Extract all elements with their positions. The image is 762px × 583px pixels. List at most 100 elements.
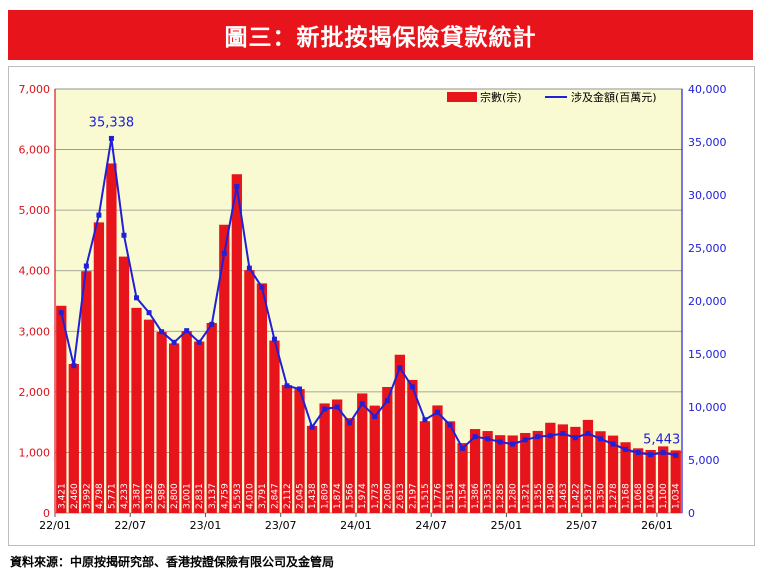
bar-value-label: 5,593 xyxy=(233,483,243,509)
bar-value-label: 2,460 xyxy=(70,483,80,509)
bar-value-label: 1,154 xyxy=(459,483,469,509)
x-axis-tick-label: 25/01 xyxy=(491,519,523,532)
line-point xyxy=(259,284,265,290)
line-point xyxy=(384,398,390,404)
x-axis-tick-label: 23/07 xyxy=(265,519,297,532)
bar-value-label: 2,831 xyxy=(195,483,205,509)
bar xyxy=(344,418,355,513)
bar-value-label: 1,776 xyxy=(433,483,443,509)
bar-value-label: 2,989 xyxy=(158,483,168,509)
bar xyxy=(557,424,569,513)
bar-value-label: 1,280 xyxy=(509,483,519,509)
bar-value-label: 2,112 xyxy=(283,483,293,509)
bar xyxy=(106,163,117,513)
bar xyxy=(495,435,506,513)
bar xyxy=(407,379,418,513)
left-axis-tick-label: 2,000 xyxy=(19,386,51,399)
bar xyxy=(432,405,443,513)
bar xyxy=(419,421,431,513)
bar-value-label: 2,045 xyxy=(296,483,306,509)
bar-value-label: 1,321 xyxy=(521,483,531,509)
right-axis-tick-label: 20,000 xyxy=(688,295,727,308)
line-point xyxy=(347,420,353,426)
left-axis-tick-label: 0 xyxy=(43,507,50,520)
bar-value-label: 1,278 xyxy=(609,483,619,509)
bar-value-label: 2,080 xyxy=(383,483,393,509)
x-axis-tick-label: 22/07 xyxy=(114,519,146,532)
bar xyxy=(194,341,205,513)
bar xyxy=(457,443,468,513)
bar xyxy=(269,340,280,513)
bar-value-label: 1,353 xyxy=(484,483,494,509)
bar-value-label: 3,791 xyxy=(258,483,268,509)
right-axis-tick-label: 40,000 xyxy=(688,83,727,96)
combo-chart: 0 1,000 2,000 3,000 4,000 5,000 6,000 7,000 0 5,0… xyxy=(19,83,727,532)
line-point xyxy=(560,431,566,436)
line-point xyxy=(121,232,127,238)
bar-value-label: 4,010 xyxy=(245,483,255,509)
line-point xyxy=(284,383,290,389)
bar xyxy=(620,442,631,513)
bar-value-label: 1,514 xyxy=(446,483,456,509)
bar xyxy=(244,270,255,513)
left-axis-tick-label: 4,000 xyxy=(19,265,51,278)
right-axis-tick-label: 15,000 xyxy=(688,348,727,361)
line-annotation: 35,338 xyxy=(89,115,135,130)
line-point xyxy=(108,135,114,141)
line-point xyxy=(485,436,491,442)
bar-value-label: 4,798 xyxy=(95,483,105,509)
bar-value-label: 2,847 xyxy=(270,483,280,509)
line-point xyxy=(434,409,440,415)
bar xyxy=(482,431,493,513)
line-point xyxy=(535,434,541,440)
bar xyxy=(645,450,656,513)
bar-value-label: 3,192 xyxy=(145,483,155,509)
line-point xyxy=(271,336,277,342)
bar-value-label: 4,233 xyxy=(120,483,130,509)
bar-value-label: 1,515 xyxy=(421,483,431,509)
bar-value-label: 1,355 xyxy=(534,483,544,509)
bar xyxy=(582,419,594,513)
line-point xyxy=(372,414,378,420)
bar-value-label: 4,759 xyxy=(220,483,230,509)
bar-value-label: 1,100 xyxy=(659,483,669,509)
bar xyxy=(670,450,681,513)
right-axis-tick-label: 0 xyxy=(688,507,695,520)
bar xyxy=(319,403,330,513)
line-point xyxy=(572,435,578,441)
chart-container: 0 1,000 2,000 3,000 4,000 5,000 6,000 7,000 0 5,0… xyxy=(8,66,755,546)
x-axis-tick-label: 24/07 xyxy=(415,519,447,532)
bar-value-label: 1,386 xyxy=(471,483,481,509)
bar-value-label: 5,771 xyxy=(107,483,117,509)
x-axis-tick-label: 23/01 xyxy=(190,519,222,532)
bar xyxy=(607,435,619,513)
line-point xyxy=(322,406,328,412)
bar-value-label: 1,422 xyxy=(571,483,581,509)
bar xyxy=(595,431,606,513)
bar-value-label: 2,197 xyxy=(408,483,418,509)
bar xyxy=(56,305,67,513)
left-axis-tick-label: 6,000 xyxy=(19,144,51,157)
bar-value-label: 1,168 xyxy=(622,483,632,509)
right-axis-tick-label: 35,000 xyxy=(688,136,727,149)
line-point xyxy=(648,452,654,458)
line-point xyxy=(547,433,553,439)
line-point xyxy=(610,441,616,447)
bar xyxy=(93,222,105,513)
line-point xyxy=(71,363,77,369)
bar xyxy=(632,448,644,513)
bar-value-label: 3,001 xyxy=(183,483,193,509)
bar xyxy=(469,429,481,513)
line-point xyxy=(497,439,503,445)
bar-value-label: 1,974 xyxy=(358,483,368,509)
right-axis-tick-label: 10,000 xyxy=(688,401,727,414)
line-point xyxy=(359,401,365,407)
line-point xyxy=(297,386,303,392)
bar xyxy=(520,432,531,513)
bar xyxy=(231,174,242,513)
bar-value-label: 3,421 xyxy=(57,483,67,509)
bar xyxy=(394,354,405,513)
bar-value-label: 1,040 xyxy=(647,483,657,509)
line-point xyxy=(334,404,340,410)
line-point xyxy=(234,184,240,190)
